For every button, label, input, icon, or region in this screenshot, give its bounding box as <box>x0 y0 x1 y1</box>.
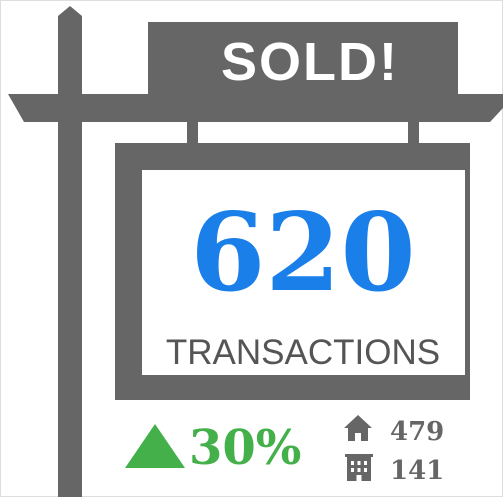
transaction-label: TRANSACTIONS <box>166 333 440 372</box>
transaction-count: 620 <box>190 190 415 316</box>
post <box>58 6 82 497</box>
sign-board <box>142 170 465 375</box>
house-icon <box>344 415 372 441</box>
building-count: 141 <box>390 456 444 486</box>
building-icon <box>345 454 373 481</box>
crossbar <box>8 94 503 122</box>
hanger <box>408 122 419 144</box>
hanger <box>187 122 198 144</box>
change-text: 30% <box>189 420 301 476</box>
header-text: SOLD! <box>221 32 399 92</box>
house-count: 479 <box>390 417 444 447</box>
up-arrow <box>125 424 185 468</box>
header-plate <box>148 22 458 94</box>
